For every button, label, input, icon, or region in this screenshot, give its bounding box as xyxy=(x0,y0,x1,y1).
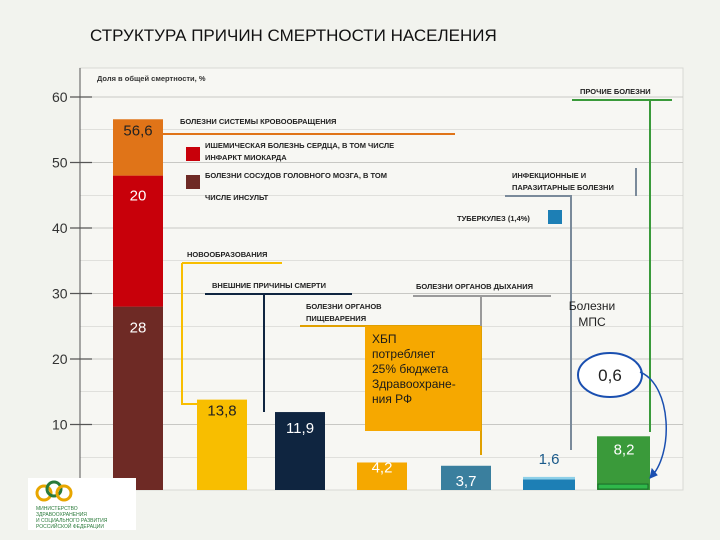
y-axis-label: Доля в общей смертности, % xyxy=(97,74,206,83)
callout-ellipse xyxy=(577,352,643,398)
note-line: ния РФ xyxy=(372,392,412,406)
legend-other: ПРОЧИЕ БОЛЕЗНИ xyxy=(580,87,651,96)
leader-line-infectious xyxy=(505,195,572,450)
legend-cerebro: БОЛЕЗНИ СОСУДОВ ГОЛОВНОГО МОЗГА, В ТОМ xyxy=(205,171,387,180)
bar-segment-neoplasms xyxy=(197,399,247,490)
logo-line: И СОЦИАЛЬНОГО РАЗВИТИЯ xyxy=(36,518,108,524)
note-box xyxy=(365,326,481,431)
legend-cerebro-2: ЧИСЛЕ ИНСУЛЬТ xyxy=(205,193,269,202)
legend-neoplasms: НОВООБРАЗОВАНИЯ xyxy=(187,250,267,259)
legend-ihd: ИШЕМИЧЕСКАЯ БОЛЕЗНЬ СЕРДЦА, В ТОМ ЧИСЛЕ xyxy=(205,141,394,150)
legend-swatch-cerebro xyxy=(186,175,200,189)
y-tick-label: 40 xyxy=(52,220,68,236)
legend-digestive-2: ПИЩЕВАРЕНИЯ xyxy=(306,314,366,323)
legend-tuberculosis: ТУБЕРКУЛЕЗ (1,4%) xyxy=(457,214,530,223)
y-tick-label: 60 xyxy=(52,89,68,105)
bar-segment-infectious xyxy=(523,476,575,480)
leader-line-neoplasms xyxy=(181,263,197,405)
y-tick-label: 20 xyxy=(52,351,68,367)
bar-segment-other xyxy=(597,436,650,490)
value-label-external: 11,9 xyxy=(286,420,314,437)
note-line: Здравоохране- xyxy=(372,377,456,391)
callout-arrow xyxy=(639,371,667,479)
legend-digestive: БОЛЕЗНИ ОРГАНОВ xyxy=(306,302,382,311)
value-label-ihd: 20 xyxy=(130,188,147,205)
legend-external: ВНЕШНИЕ ПРИЧИНЫ СМЕРТИ xyxy=(212,281,326,290)
value-label-other: 8,2 xyxy=(614,441,635,458)
legend-respiratory: БОЛЕЗНИ ОРГАНОВ ДЫХАНИЯ xyxy=(416,282,533,291)
legend-swatch-ihd xyxy=(186,147,200,161)
legend-ihd-2: ИНФАРКТ МИОКАРДА xyxy=(205,153,287,162)
legend-infectious-2: ПАРАЗИТАРНЫЕ БОЛЕЗНИ xyxy=(512,183,614,192)
note-line: 25% бюджета xyxy=(372,362,449,376)
bar-segment-urinary xyxy=(597,483,649,490)
value-label-neoplasms: 13,8 xyxy=(207,403,236,420)
logo-line: ЗДРАВООХРАНЕНИЯ xyxy=(36,512,87,518)
bar-segment-respiratory xyxy=(441,465,491,490)
bar-segment-digestive xyxy=(357,462,407,490)
logo-line: РОССИЙСКОЙ ФЕДЕРАЦИИ xyxy=(36,524,104,530)
legend-swatch-tuberculosis xyxy=(548,210,562,224)
legend-infectious: ИНФЕКЦИОННЫЕ И xyxy=(512,171,586,180)
callout-arrow-head xyxy=(649,467,658,479)
logo-line: МИНИСТЕРСТВО xyxy=(36,506,78,512)
note-line: потребляет xyxy=(372,347,436,361)
y-tick-label: 30 xyxy=(52,286,68,302)
chart-title: СТРУКТУРА ПРИЧИН СМЕРТНОСТИ НАСЕЛЕНИЯ xyxy=(90,26,497,45)
bar-segment-infectious xyxy=(523,479,575,490)
value-label-circulatory: 56,6 xyxy=(123,122,152,139)
y-tick-label: 50 xyxy=(52,155,68,171)
logo-text: МИНИСТЕРСТВО ЗДРАВООХРАНЕНИЯ И СОЦИАЛЬНО… xyxy=(36,506,134,530)
bar-segment-circulatory xyxy=(113,119,163,176)
callout-value: 0,6 xyxy=(598,366,622,385)
y-tick-label: 10 xyxy=(52,417,68,433)
legend-circulatory: БОЛЕЗНИ СИСТЕМЫ КРОВООБРАЩЕНИЯ xyxy=(180,117,336,126)
bar-segment-circulatory xyxy=(113,175,163,307)
bar-segment-circulatory xyxy=(113,306,163,490)
legend-urinary-2: МПС xyxy=(578,315,606,329)
logo-emblem-icon xyxy=(35,480,73,502)
bar-segment-external xyxy=(275,412,325,490)
value-label-digestive: 4,2 xyxy=(372,459,393,476)
ministry-logo: МИНИСТЕРСТВО ЗДРАВООХРАНЕНИЯ И СОЦИАЛЬНО… xyxy=(28,478,136,530)
value-label-cerebro: 28 xyxy=(130,320,147,337)
value-label-infectious: 1,6 xyxy=(539,451,560,468)
legend-urinary: Болезни xyxy=(569,299,616,313)
value-label-respiratory: 3,7 xyxy=(456,473,477,490)
note-line: ХБП xyxy=(372,332,397,346)
